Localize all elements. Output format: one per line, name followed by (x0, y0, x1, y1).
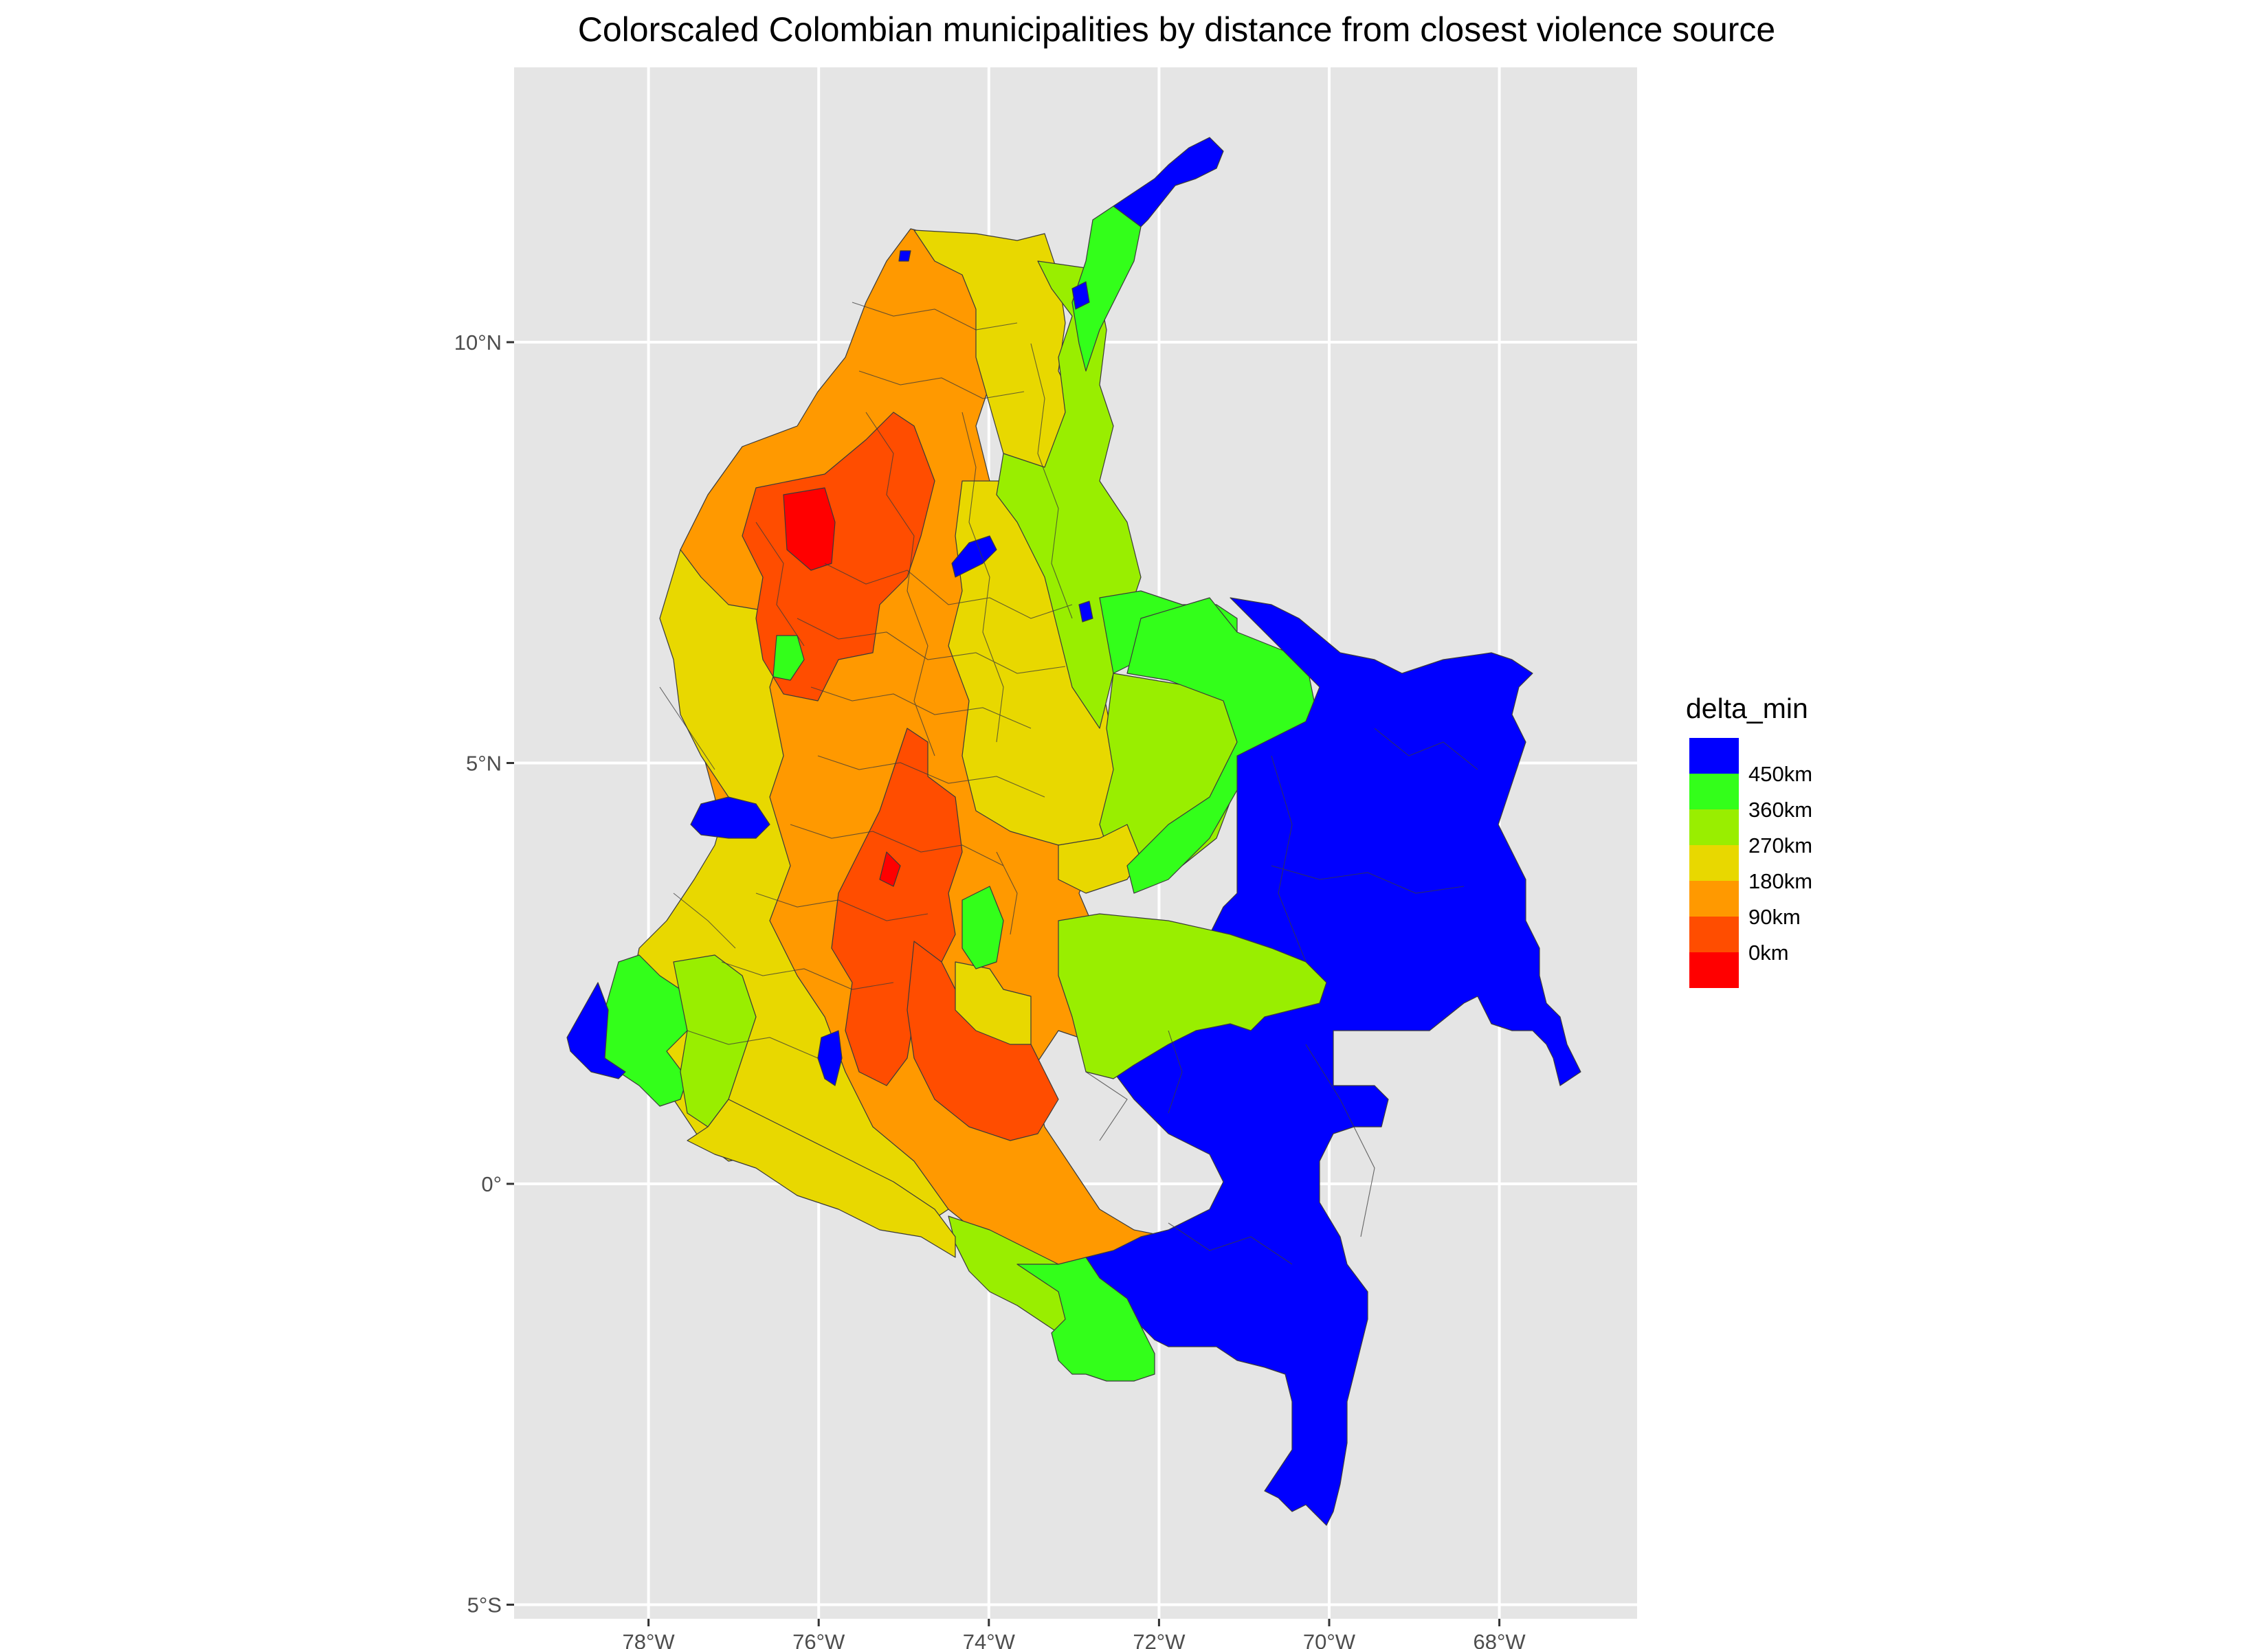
region-lake-2 (690, 796, 770, 839)
legend: delta_min 450km 360km 270km 180km 90km 0km (1686, 693, 1812, 988)
y-tick-label: 5°S (467, 1593, 502, 1617)
region-lake-4 (1078, 601, 1093, 622)
legend-color-key (1689, 952, 1739, 988)
legend-title: delta_min (1686, 693, 1808, 724)
legend-label: 450km (1748, 762, 1812, 786)
x-tick-label: 78°W (623, 1630, 676, 1649)
x-axis: 78°W 76°W 74°W 72°W 70°W 68°W (623, 1619, 1526, 1649)
y-axis: 10°N 5°N 0° 5°S (454, 330, 514, 1617)
map-title: Colorscaled Colombian municipalities by … (578, 10, 1775, 49)
region-central-red (831, 728, 963, 1086)
legend-color-key (1689, 774, 1739, 809)
y-tick-label: 0° (481, 1172, 502, 1196)
municipality-boundaries (659, 302, 1478, 1265)
region-lake-1 (951, 535, 997, 578)
region-northwest-red (742, 412, 935, 702)
legend-color-key (1689, 809, 1739, 845)
region-guaviare-yellow (955, 961, 1032, 1045)
legend-label: 360km (1748, 798, 1812, 822)
region-guajira-blue (1113, 137, 1224, 227)
region-guaviare-lightgreen (1058, 913, 1327, 1079)
region-central-darkred (879, 851, 901, 887)
region-antioquia-green (772, 635, 805, 681)
x-tick-label: 68°W (1474, 1630, 1526, 1649)
region-south-yellow (687, 1099, 956, 1258)
legend-color-key (1689, 738, 1739, 774)
x-tick-label: 70°W (1303, 1630, 1356, 1649)
x-tick-label: 72°W (1133, 1630, 1186, 1649)
region-east-blue (1085, 597, 1581, 1526)
region-coast-blue-sw (566, 982, 626, 1079)
x-tick-label: 76°W (792, 1630, 845, 1649)
legend-color-key (1689, 845, 1739, 881)
region-darkred (783, 487, 836, 571)
legend-label: 90km (1748, 905, 1801, 929)
region-lake-6 (898, 250, 911, 262)
region-meta-green (961, 886, 1004, 969)
legend-label: 0km (1748, 941, 1789, 965)
y-tick-label: 10°N (454, 330, 502, 355)
legend-color-key (1689, 917, 1739, 952)
colombia-map (566, 137, 1581, 1526)
x-tick-label: 74°W (963, 1630, 1016, 1649)
region-lake-5 (1071, 281, 1090, 310)
y-tick-label: 5°N (466, 752, 502, 776)
legend-color-key (1689, 881, 1739, 917)
legend-label: 180km (1748, 869, 1812, 893)
region-amazonas-green (1016, 1257, 1155, 1382)
legend-label: 270km (1748, 833, 1812, 857)
